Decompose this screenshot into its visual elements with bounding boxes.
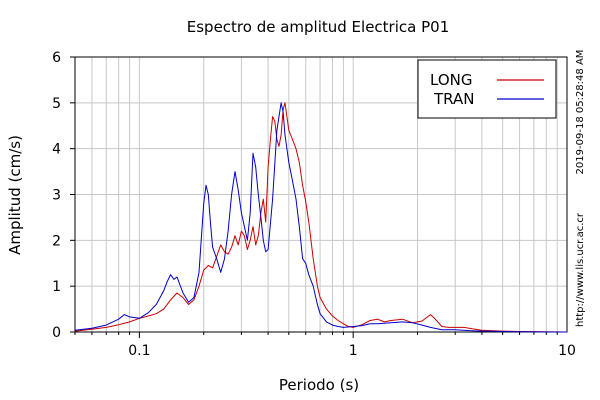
legend-box bbox=[417, 59, 557, 119]
legend-label-tran: TRAN bbox=[433, 90, 474, 108]
series-line-long bbox=[74, 102, 568, 333]
source-url-label: http://www.lis.ucr.ac.cr bbox=[575, 212, 586, 327]
y-tick-label: 5 bbox=[52, 96, 61, 112]
y-tick-label: 6 bbox=[52, 50, 61, 66]
series-layer bbox=[74, 102, 568, 333]
x-tick-label: 1 bbox=[349, 343, 358, 359]
x-tick-label: 0.1 bbox=[128, 343, 150, 359]
y-tick-label: 1 bbox=[52, 279, 61, 295]
timestamp-label: 2019-09-18 05:28:48 AM bbox=[575, 50, 586, 175]
y-tick-label: 2 bbox=[52, 233, 61, 249]
legend: LONG TRAN bbox=[417, 59, 557, 119]
chart-title: Espectro de amplitud Electrica P01 bbox=[187, 18, 450, 36]
legend-label-long: LONG bbox=[430, 71, 472, 89]
y-tick-label: 4 bbox=[52, 142, 61, 158]
series-line-tran bbox=[74, 102, 567, 333]
y-axis-ticks: 0 1 2 3 4 5 6 bbox=[52, 50, 75, 341]
x-tick-label: 10 bbox=[558, 343, 576, 359]
y-tick-label: 3 bbox=[52, 188, 61, 204]
x-axis-title: Periodo (s) bbox=[279, 376, 359, 394]
y-tick-label: 0 bbox=[52, 325, 61, 341]
x-axis-ticks: 0.1 1 10 bbox=[74, 332, 576, 359]
y-axis-title: Amplitud (cm/s) bbox=[6, 135, 24, 255]
